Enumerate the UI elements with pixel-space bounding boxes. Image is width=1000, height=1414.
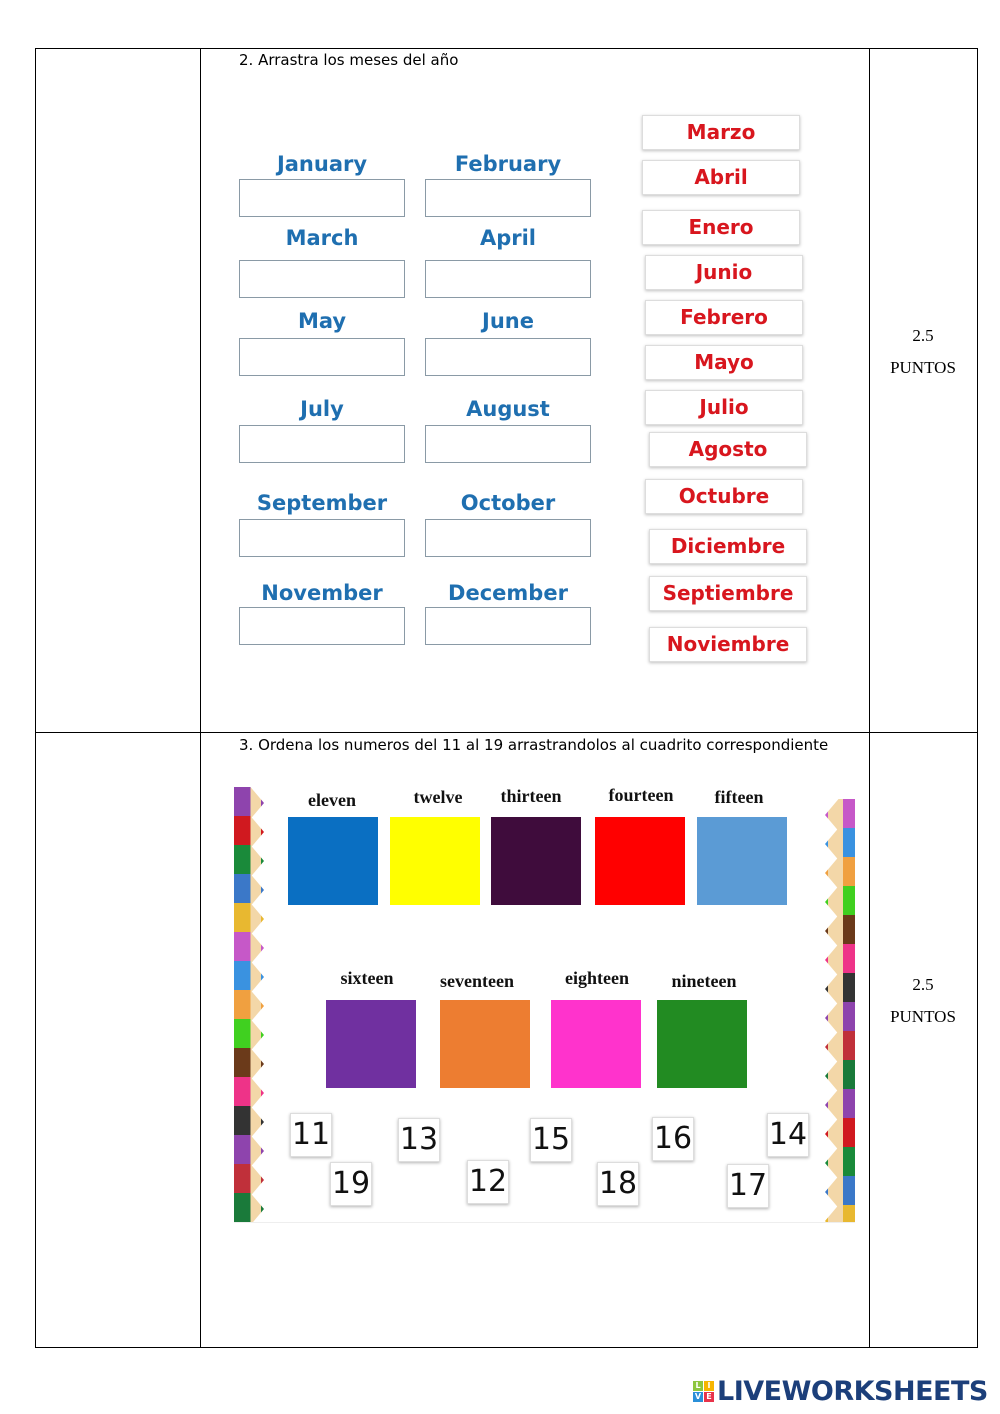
table-border-right — [977, 48, 978, 1348]
number-drop-square[interactable] — [326, 1000, 416, 1088]
logo-icon: L I V E — [693, 1381, 714, 1402]
spanish-month-tile[interactable]: Enero — [642, 210, 800, 245]
spanish-month-tile[interactable]: Noviembre — [649, 627, 807, 662]
points-value: 2.5 — [912, 975, 934, 994]
number-tile[interactable]: 11 — [290, 1113, 332, 1157]
number-tile[interactable]: 16 — [652, 1117, 694, 1161]
logo-letter: E — [704, 1392, 714, 1402]
month-drop-box[interactable] — [239, 425, 405, 463]
number-tile[interactable]: 15 — [530, 1118, 572, 1162]
table-col-divider — [200, 48, 201, 1348]
spanish-month-tile[interactable]: Marzo — [642, 115, 800, 150]
number-drop-square[interactable] — [390, 817, 480, 905]
number-drop-square[interactable] — [551, 1000, 641, 1088]
spanish-month-tile[interactable]: Agosto — [649, 432, 807, 467]
spanish-month-tile[interactable]: Febrero — [645, 300, 803, 335]
table-border-bottom — [35, 1347, 977, 1348]
section3-instruction: 3. Ordena los numeros del 11 al 19 arras… — [239, 736, 829, 754]
number-word-label: nineteen — [671, 971, 737, 991]
month-label: December — [448, 581, 568, 605]
spanish-month-tile[interactable]: Octubre — [645, 479, 803, 514]
month-drop-box[interactable] — [425, 607, 591, 645]
month-drop-box[interactable] — [425, 179, 591, 217]
month-drop-box[interactable] — [239, 179, 405, 217]
table-border-left — [35, 48, 36, 1348]
logo-letter: L — [693, 1381, 703, 1391]
points-label: PUNTOS — [890, 358, 956, 377]
number-drop-square[interactable] — [697, 817, 787, 905]
numbers-activity: eleven twelve thirteen fourteen fifteen sixte… — [234, 783, 855, 1223]
month-drop-box[interactable] — [425, 260, 591, 298]
month-label: April — [479, 226, 537, 250]
number-word-label: eleven — [308, 790, 356, 810]
number-tile[interactable]: 12 — [467, 1160, 509, 1204]
spanish-month-tile[interactable]: Junio — [645, 255, 803, 290]
month-label: August — [466, 397, 550, 421]
number-word-label: fifteen — [714, 787, 764, 807]
number-drop-square[interactable] — [491, 817, 581, 905]
number-tile[interactable]: 17 — [727, 1164, 769, 1208]
month-label: September — [256, 491, 388, 515]
number-drop-square[interactable] — [595, 817, 685, 905]
spanish-month-tile[interactable]: Diciembre — [649, 529, 807, 564]
month-label: February — [454, 152, 562, 176]
section3-points: 2.5 PUNTOS — [869, 969, 977, 1033]
table-col-divider — [869, 48, 870, 1348]
number-tile[interactable]: 19 — [330, 1162, 372, 1206]
number-word-label: sixteen — [340, 968, 394, 988]
number-drop-square[interactable] — [657, 1000, 747, 1088]
month-label: June — [482, 309, 534, 333]
number-drop-square[interactable] — [288, 817, 378, 905]
month-drop-box[interactable] — [239, 607, 405, 645]
section2-instruction: 2. Arrastra los meses del año — [239, 51, 459, 69]
logo-text: LIVEWORKSHEETS — [717, 1376, 988, 1407]
spanish-month-tile[interactable]: Septiembre — [649, 576, 807, 611]
liveworksheets-logo: L I V E LIVEWORKSHEETS — [693, 1376, 988, 1407]
month-drop-box[interactable] — [425, 425, 591, 463]
number-word-label: seventeen — [440, 971, 514, 991]
table-row-divider — [35, 732, 977, 733]
month-drop-box[interactable] — [425, 519, 591, 557]
month-label: November — [261, 581, 383, 605]
table-border-top — [35, 48, 977, 49]
month-label: May — [297, 309, 347, 333]
points-value: 2.5 — [912, 326, 934, 345]
number-word-label: fourteen — [608, 785, 674, 805]
number-word-label: twelve — [413, 787, 463, 807]
month-label: July — [300, 397, 344, 421]
month-label: October — [460, 491, 556, 515]
month-drop-box[interactable] — [239, 519, 405, 557]
month-drop-box[interactable] — [239, 338, 405, 376]
spanish-month-tile[interactable]: Abril — [642, 160, 800, 195]
points-label: PUNTOS — [890, 1007, 956, 1026]
logo-letter: V — [693, 1392, 703, 1402]
logo-letter: I — [704, 1381, 714, 1391]
number-tile[interactable]: 18 — [597, 1162, 639, 1206]
number-tile[interactable]: 14 — [767, 1113, 809, 1157]
number-word-label: eighteen — [565, 968, 629, 988]
month-label: March — [285, 226, 359, 250]
pencil-decoration — [234, 1193, 264, 1222]
spanish-month-tile[interactable]: Julio — [645, 390, 803, 425]
section2-points: 2.5 PUNTOS — [869, 320, 977, 384]
spanish-month-tile[interactable]: Mayo — [645, 345, 803, 380]
number-word-label: thirteen — [500, 786, 562, 806]
number-tile[interactable]: 13 — [398, 1118, 440, 1162]
month-drop-box[interactable] — [425, 338, 591, 376]
month-label: January — [276, 152, 368, 176]
month-drop-box[interactable] — [239, 260, 405, 298]
number-drop-square[interactable] — [440, 1000, 530, 1088]
